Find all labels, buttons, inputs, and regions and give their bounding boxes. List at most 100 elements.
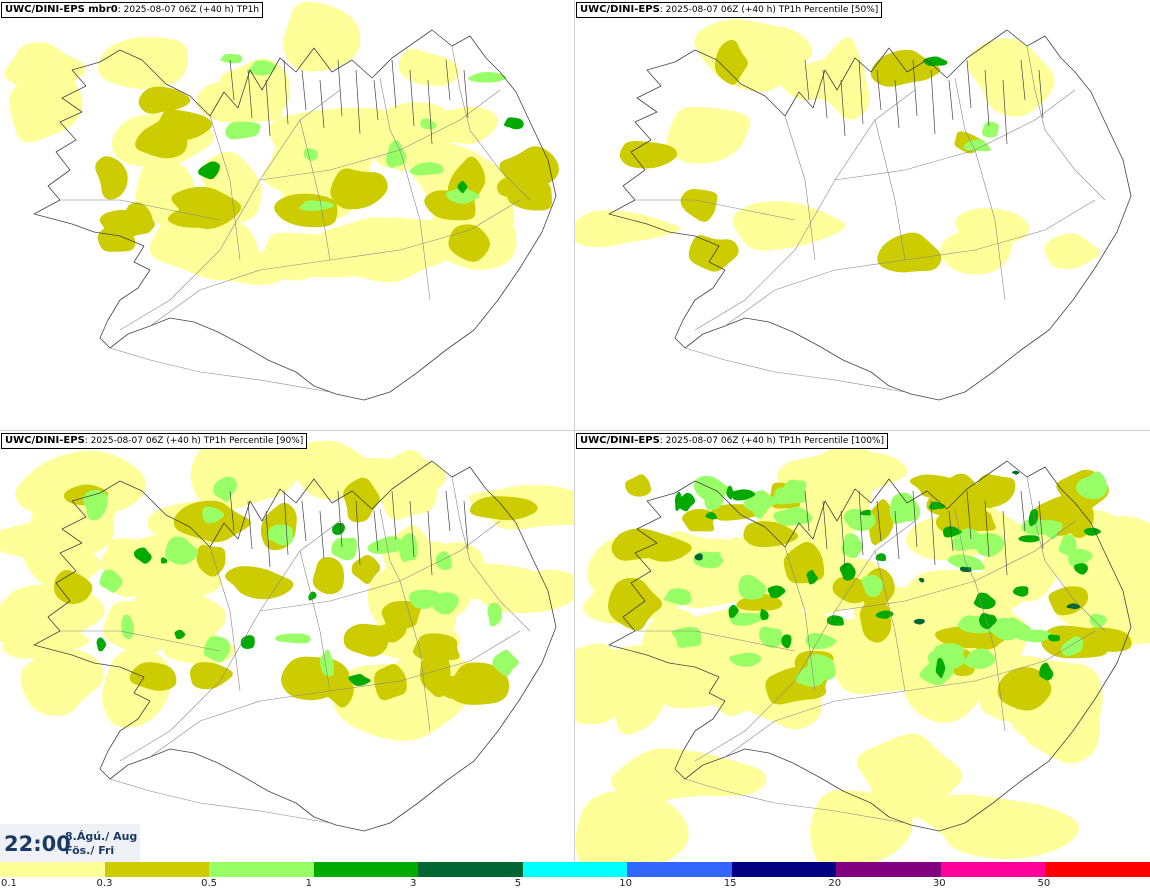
map-panel-percentile-100: UWC/DINI-EPS: 2025-08-07 06Z (+40 h) TP1… <box>575 431 1150 862</box>
fjord <box>858 59 864 125</box>
precip-area <box>203 636 231 662</box>
colorbar-segment <box>731 862 837 877</box>
precip-area <box>923 56 948 67</box>
road-line <box>379 77 401 151</box>
precip-map <box>575 19 1132 401</box>
precip-area <box>926 473 987 521</box>
panel-title: UWC/DINI-EPS: 2025-08-07 06Z (+40 h) TP1… <box>1 433 308 449</box>
road-line <box>635 630 796 652</box>
precip-area <box>575 210 681 248</box>
coastline <box>33 29 557 401</box>
precip-area <box>982 121 999 138</box>
precip-area <box>859 509 872 516</box>
precip-area <box>202 506 225 524</box>
colorbar-label: 15 <box>723 878 737 889</box>
precip-area <box>728 604 739 618</box>
precip-area <box>942 526 962 538</box>
fjord <box>876 69 882 111</box>
fjord <box>984 69 990 127</box>
fjord <box>355 69 361 135</box>
fjord <box>463 69 469 119</box>
colorbar-segment <box>627 862 733 877</box>
precip-area <box>82 489 108 521</box>
precip-area <box>275 633 311 644</box>
fjord <box>966 59 972 109</box>
fjord <box>373 79 379 121</box>
precip-area <box>967 38 1055 117</box>
road-line <box>209 115 241 261</box>
fjord <box>894 79 900 129</box>
fjord <box>373 510 379 552</box>
precip-area <box>832 576 869 604</box>
map-panel-percentile-90: UWC/DINI-EPS: 2025-08-07 06Z (+40 h) TP1… <box>0 431 575 862</box>
road-line <box>694 89 916 331</box>
road-line <box>119 89 341 331</box>
precip-area <box>608 577 663 631</box>
valid-time: 22:00 <box>4 832 71 856</box>
colorbar-segment <box>522 862 628 877</box>
colorbar-segment <box>209 862 315 877</box>
precip-area <box>1047 634 1061 642</box>
precip-area <box>248 60 276 76</box>
fjord <box>1038 69 1044 119</box>
road-line <box>874 550 906 692</box>
fjord <box>463 500 469 550</box>
precip-area <box>729 489 756 501</box>
road-line <box>954 508 976 582</box>
precip-area <box>135 118 188 159</box>
precip-area <box>129 662 177 691</box>
road-line <box>299 119 331 261</box>
precip-area <box>1021 518 1047 535</box>
road-line <box>399 580 431 732</box>
precip-area <box>625 474 651 497</box>
panel-title: UWC/DINI-EPS: 2025-08-07 06Z (+40 h) TP1… <box>576 2 883 18</box>
fjord <box>984 500 990 558</box>
map-panel-member0: UWC/DINI-EPS mbr0: 2025-08-07 06Z (+40 h… <box>0 0 575 431</box>
fjord <box>876 500 882 542</box>
colorbar-label: 0.5 <box>201 878 217 889</box>
precip-area <box>303 148 318 161</box>
precip-area <box>20 648 104 716</box>
precip-area <box>997 667 1052 711</box>
fjord <box>301 69 307 111</box>
precip-area <box>319 649 335 677</box>
precip-area <box>861 574 884 598</box>
fjord <box>337 490 343 548</box>
fjord <box>912 490 918 548</box>
precip-area <box>666 106 751 164</box>
precip-map <box>0 435 575 832</box>
panel-source: UWC/DINI-EPS <box>5 435 85 446</box>
precip-area <box>196 544 226 577</box>
fjord <box>1002 79 1008 145</box>
precip-area <box>398 48 460 86</box>
precip-area <box>448 224 490 262</box>
road-line <box>451 476 531 632</box>
precip-area <box>412 633 460 661</box>
precip-area <box>1083 527 1101 536</box>
precip-colorbar: 0.1 0.3 0.5 1 3 5 10 15 20 30 50 <box>0 862 1150 891</box>
valid-time-box: 22:00 8.Ágú./ Aug Fös./ Fri <box>0 824 140 862</box>
map-panel-percentile-50: UWC/DINI-EPS: 2025-08-07 06Z (+40 h) TP1… <box>575 0 1150 431</box>
colorbar-segment <box>104 862 210 877</box>
precip-area <box>1018 535 1040 543</box>
precip-area <box>4 42 87 92</box>
colorbar-segment <box>1045 862 1150 877</box>
fjord <box>912 59 918 117</box>
precip-area <box>963 139 991 152</box>
fjord <box>283 59 289 125</box>
precip-area <box>807 653 836 681</box>
fjord <box>283 490 289 556</box>
precip-area <box>743 521 799 548</box>
precip-area <box>435 551 452 571</box>
precip-area <box>979 612 997 630</box>
fjord <box>894 510 900 560</box>
precip-area <box>940 229 1013 275</box>
precip-area <box>367 536 402 554</box>
precip-area <box>868 499 894 546</box>
precip-area <box>507 178 552 211</box>
panel-details: 2025-08-07 06Z (+40 h) TP1h Percentile [… <box>90 436 304 446</box>
precip-area <box>859 596 892 643</box>
precip-area <box>913 618 925 625</box>
valid-date: 8.Ágú./ Aug Fös./ Fri <box>65 830 137 858</box>
colorbar-segment <box>940 862 1046 877</box>
